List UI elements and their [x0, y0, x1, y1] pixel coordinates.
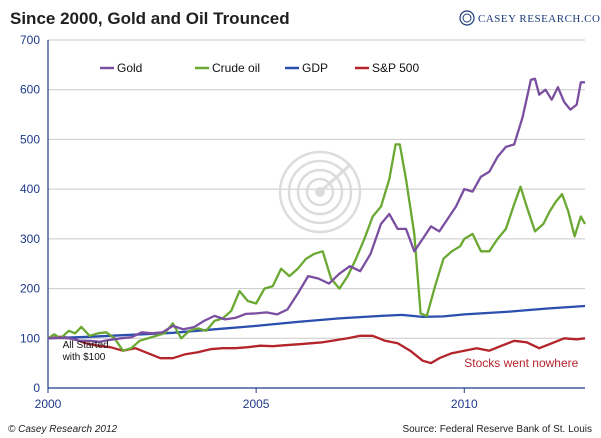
y-tick-label-200: 200: [20, 282, 40, 296]
legend-label-crude-oil: Crude oil: [212, 61, 260, 75]
annotation-stocks-line-0: Stocks went nowhere: [464, 356, 578, 370]
annotation-start-line-0: All Started: [63, 340, 109, 351]
copyright-text: © Casey Research 2012: [8, 424, 118, 435]
source-text: Source: Federal Reserve Bank of St. Loui…: [402, 424, 592, 435]
y-tick-label-100: 100: [20, 331, 40, 345]
series-line-gold: [47, 77, 585, 343]
legend-label-sandp-500: S&P 500: [372, 61, 419, 75]
y-tick-label-600: 600: [20, 83, 40, 97]
x-axis-ticks: 2000 2005 2010: [35, 388, 478, 411]
series-lines: [47, 77, 587, 365]
brand-text: CASEY RESEARCH.COM: [478, 13, 601, 25]
logo-swirl-icon: [459, 10, 475, 26]
y-tick-label-400: 400: [20, 182, 40, 196]
axes: [47, 40, 585, 389]
y-tick-label-500: 500: [20, 132, 40, 146]
y-tick-label-700: 700: [20, 33, 40, 47]
x-tick-label-2005: 2005: [243, 397, 270, 411]
annotation-start-line-1: with $100: [62, 352, 106, 363]
legend-label-gold: Gold: [117, 61, 142, 75]
x-tick-label-2010: 2010: [451, 397, 478, 411]
series-line-gdp: [47, 304, 586, 340]
logo-swirl-inner-icon: [462, 13, 472, 23]
legend-label-gdp: GDP: [302, 61, 328, 75]
series-line-crude-oil: [47, 143, 587, 352]
y-tick-label-300: 300: [20, 232, 40, 246]
x-tick-label-2000: 2000: [35, 397, 62, 411]
y-axis-ticks: 0 100 200 300 400 500 600 700: [20, 33, 40, 395]
legend: Gold Crude oil GDP S&P 500: [100, 61, 419, 75]
casey-research-logo: CASEY RESEARCH.COM: [459, 10, 601, 26]
grid: [48, 39, 585, 339]
y-tick-label-0: 0: [33, 381, 40, 395]
watermark-swirl-icon: [278, 150, 362, 234]
series-line-sandp-500: [47, 334, 586, 365]
chart-title: Since 2000, Gold and Oil Trounced: [10, 9, 290, 28]
